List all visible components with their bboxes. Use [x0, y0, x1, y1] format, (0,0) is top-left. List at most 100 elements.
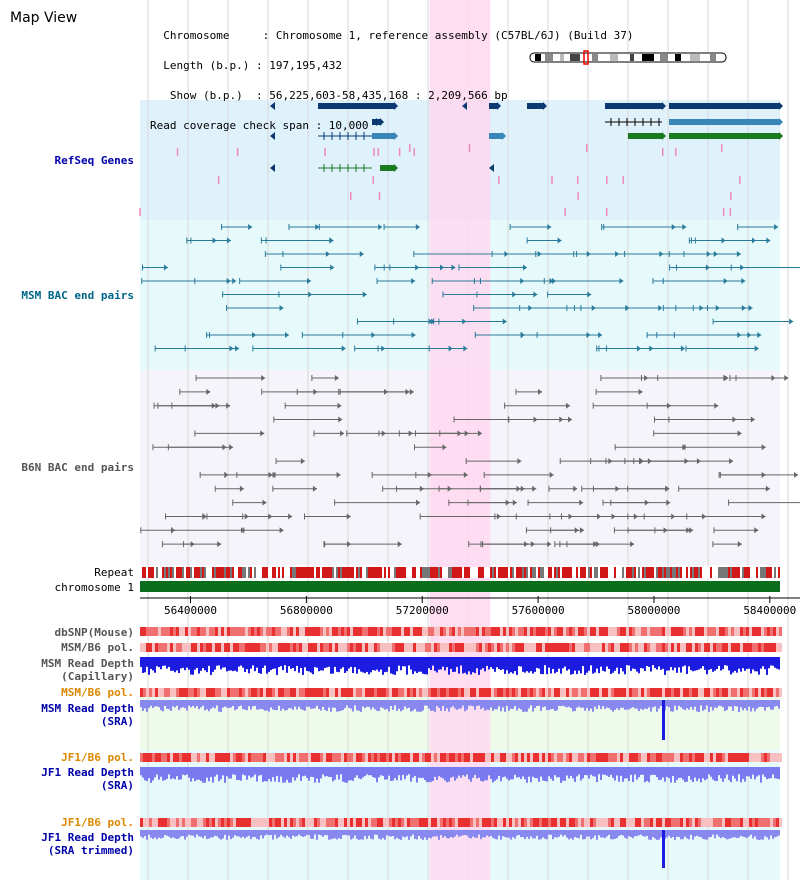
- track-label-msm-b6-pol-2[interactable]: MSM/B6 pol.: [61, 686, 134, 699]
- depth-bar: [684, 657, 686, 666]
- polymorphism-cell: [323, 753, 326, 762]
- page-title: Map View: [10, 10, 78, 26]
- bac-end-right: [442, 444, 447, 451]
- depth-bar: [720, 657, 722, 671]
- polymorphism-cell: [728, 753, 731, 762]
- depth-bar: [270, 657, 272, 671]
- polymorphism-cell: [503, 753, 506, 762]
- polymorphism-cell: [188, 627, 191, 636]
- polymorphism-cell: [668, 643, 671, 652]
- track-label-chromosome[interactable]: chromosome 1: [54, 581, 134, 594]
- depth-bar: [650, 700, 652, 712]
- depth-bar: [322, 657, 324, 671]
- depth-bar: [322, 767, 324, 775]
- polymorphism-cell: [416, 753, 419, 762]
- depth-bar: [470, 767, 472, 782]
- depth-bar: [314, 767, 316, 783]
- depth-bar: [546, 657, 548, 675]
- repeat-element: [696, 567, 698, 578]
- depth-bar: [622, 700, 624, 708]
- depth-bar: [720, 700, 722, 707]
- depth-bar: [474, 657, 476, 674]
- polymorphism-cell: [764, 753, 767, 762]
- depth-bar: [170, 700, 172, 711]
- depth-bar: [364, 830, 366, 836]
- depth-bar: [732, 830, 734, 838]
- repeat-element: [566, 567, 568, 578]
- repeat-element: [754, 567, 756, 578]
- repeat-element: [446, 567, 448, 578]
- depth-bar: [606, 700, 608, 708]
- depth-bar: [218, 700, 220, 712]
- depth-bar: [578, 767, 580, 775]
- track-label-jf1-b6-pol-2[interactable]: JF1/B6 pol.: [61, 816, 134, 829]
- repeat-element: [428, 567, 430, 578]
- depth-bar: [658, 767, 660, 780]
- depth-bar: [608, 657, 610, 669]
- track-label-refseq[interactable]: RefSeq Genes: [54, 154, 134, 167]
- bac-end-right: [789, 318, 794, 325]
- depth-bar: [220, 767, 222, 780]
- depth-bar: [574, 700, 576, 711]
- polymorphism-cell: [464, 627, 467, 636]
- bac-end-right: [666, 499, 671, 506]
- depth-bar: [754, 830, 756, 837]
- track-label-msm-depth-capillary[interactable]: MSM Read Depth (Capillary): [41, 657, 134, 683]
- repeat-element: [398, 567, 400, 578]
- depth-bar: [506, 767, 508, 779]
- depth-bar: [244, 657, 246, 673]
- depth-bar: [334, 830, 336, 839]
- depth-bar: [354, 830, 356, 836]
- track-label-repeat[interactable]: Repeat: [94, 566, 134, 579]
- repeat-element: [394, 567, 396, 578]
- depth-bar: [576, 700, 578, 708]
- polymorphism-cell: [704, 818, 707, 827]
- depth-bar: [504, 830, 506, 837]
- depth-bar: [574, 830, 576, 838]
- depth-bar: [230, 830, 232, 840]
- depth-bar: [440, 700, 442, 711]
- polymorphism-cell: [437, 753, 440, 762]
- polymorphism-cell: [677, 753, 680, 762]
- depth-bar: [544, 767, 546, 782]
- polymorphism-cell: [533, 818, 536, 827]
- repeat-element: [632, 567, 634, 578]
- depth-bar: [418, 830, 420, 836]
- track-label-msm-bac[interactable]: MSM BAC end pairs: [21, 289, 134, 302]
- polymorphism-cell: [191, 643, 194, 652]
- polymorphism-cell: [143, 818, 146, 827]
- track-label-b6n-bac[interactable]: B6N BAC end pairs: [21, 461, 134, 474]
- depth-bar: [226, 767, 228, 777]
- polymorphism-cell: [605, 818, 608, 827]
- depth-bar: [200, 767, 202, 781]
- depth-bar: [772, 657, 774, 666]
- track-label-jf1-depth-trimmed[interactable]: JF1 Read Depth (SRA trimmed): [41, 831, 134, 857]
- depth-bar: [728, 657, 730, 671]
- polymorphism-cell: [617, 818, 620, 827]
- polymorphism-cell: [701, 627, 704, 636]
- track-label-jf1-b6-pol[interactable]: JF1/B6 pol.: [61, 751, 134, 764]
- depth-bar: [286, 767, 288, 780]
- track-label-jf1-depth-sra[interactable]: JF1 Read Depth (SRA): [41, 766, 134, 792]
- depth-bar: [370, 700, 372, 710]
- track-label-msm-depth-sra[interactable]: MSM Read Depth (SRA): [41, 702, 134, 728]
- polymorphism-cell: [209, 688, 212, 697]
- depth-bar: [440, 767, 442, 778]
- depth-bar: [246, 700, 248, 711]
- track-label-msm-b6-pol[interactable]: MSM/B6 pol.: [61, 641, 134, 654]
- polymorphism-cell: [182, 753, 185, 762]
- depth-bar: [518, 830, 520, 835]
- depth-bar: [270, 700, 272, 708]
- polymorphism-cell: [422, 688, 425, 697]
- depth-bar: [414, 700, 416, 709]
- polymorphism-cell: [338, 753, 341, 762]
- depth-bar: [746, 830, 748, 839]
- track-label-dbsnp[interactable]: dbSNP(Mouse): [54, 626, 134, 639]
- polymorphism-cell: [509, 627, 512, 636]
- depth-bar: [754, 657, 756, 672]
- polymorphism-cell: [152, 753, 155, 762]
- polymorphism-cell: [644, 688, 647, 697]
- repeat-element: [652, 567, 654, 578]
